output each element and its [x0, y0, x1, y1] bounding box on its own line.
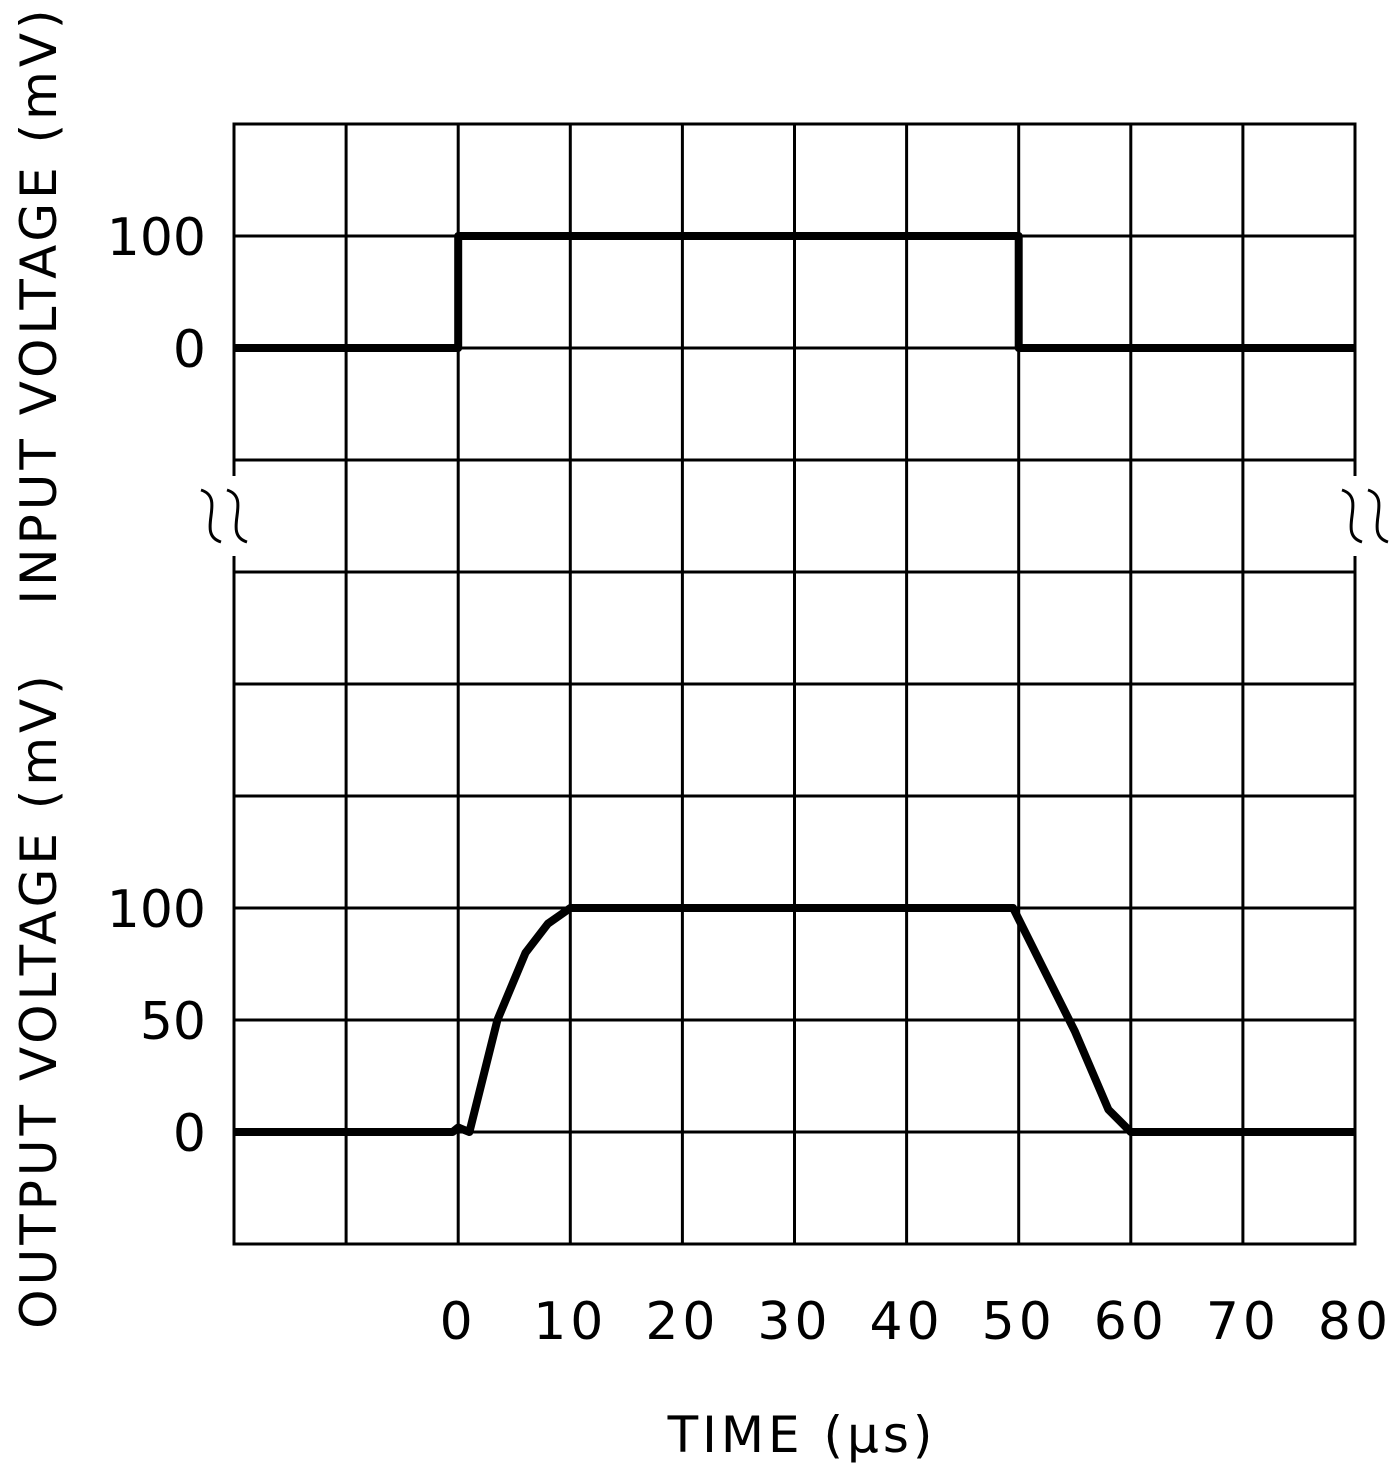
axis-break-gap — [1343, 476, 1387, 556]
output-voltage-trace — [234, 904, 1355, 1136]
output-y-tick-label: 100 — [107, 880, 206, 940]
x-tick-label: 0 — [440, 1292, 477, 1352]
axis-break-mark-right — [1341, 488, 1363, 544]
y-axis-label-input: INPUT VOLTAGE (mV) — [10, 5, 68, 604]
x-tick-label: 50 — [982, 1292, 1056, 1352]
axis-break-gap — [202, 476, 246, 556]
axis-break-mark-left — [226, 488, 248, 544]
x-tick-labels: 0 10 20 30 40 50 60 70 80 — [440, 1292, 1391, 1352]
axis-break-mark-right — [1367, 488, 1389, 544]
x-tick-label: 70 — [1206, 1292, 1280, 1352]
input-y-tick-label: 100 — [107, 208, 206, 268]
grid — [232, 122, 1357, 1246]
input-y-tick-label: 0 — [173, 320, 206, 380]
y-axis-label-output: OUTPUT VOLTAGE (mV) — [10, 671, 68, 1328]
x-tick-label: 20 — [645, 1292, 719, 1352]
x-tick-label: 10 — [533, 1292, 607, 1352]
x-tick-label: 80 — [1318, 1292, 1391, 1352]
axis-break-marks — [200, 476, 1389, 556]
traces — [234, 232, 1355, 1136]
x-tick-label: 30 — [757, 1292, 831, 1352]
x-tick-label: 60 — [1094, 1292, 1168, 1352]
x-axis-label: TIME (µs) — [667, 1406, 937, 1464]
x-tick-label: 40 — [870, 1292, 944, 1352]
input-voltage-trace — [234, 232, 1355, 352]
output-y-tick-label: 50 — [140, 992, 206, 1052]
output-y-tick-label: 0 — [173, 1104, 206, 1164]
axis-break-mark-left — [200, 488, 222, 544]
y-tick-labels: 100 0 100 50 0 — [107, 208, 206, 1164]
